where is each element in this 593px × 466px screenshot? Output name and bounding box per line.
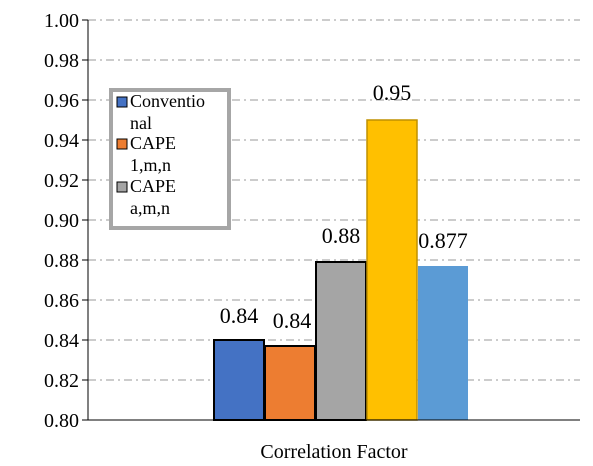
bar-1 <box>213 339 265 421</box>
y-tick-label: 0.98 <box>44 50 79 72</box>
x-axis-label: Correlation Factor <box>260 441 408 463</box>
y-tick-label: 0.94 <box>44 130 79 152</box>
y-tick-label: 0.90 <box>44 210 79 232</box>
legend-label: a,m,n <box>130 198 170 218</box>
data-label: 0.88 <box>322 223 361 248</box>
legend-label: 1,m,n <box>130 155 171 175</box>
y-tick-label: 0.84 <box>44 330 79 352</box>
data-label: 0.84 <box>273 308 312 333</box>
y-tick-label: 0.80 <box>44 410 79 432</box>
y-tick-label: 0.82 <box>44 370 79 392</box>
legend-label: Conventio <box>130 91 205 111</box>
y-axis-ticks: 0.80 0.82 0.84 0.86 0.88 0.90 0.92 0.94 0.96 0.98… <box>44 10 88 432</box>
bar-5 <box>418 266 468 420</box>
y-tick-label: 0.86 <box>44 290 79 312</box>
bar-3 <box>315 261 367 421</box>
legend-swatch <box>116 96 128 108</box>
legend-swatch <box>116 181 128 193</box>
data-labels: 0.84 0.84 0.88 0.95 0.877 <box>220 80 468 333</box>
legend-swatch <box>116 138 128 150</box>
legend-box <box>109 88 231 230</box>
y-tick-label: 1.00 <box>44 10 79 32</box>
data-label: 0.84 <box>220 303 259 328</box>
bar-2 <box>264 345 316 421</box>
y-tick-label: 0.92 <box>44 170 79 192</box>
legend-label: CAPE <box>130 176 176 196</box>
legend-label: nal <box>130 113 152 133</box>
bars <box>213 119 468 421</box>
bar-4 <box>366 119 418 421</box>
y-tick-label: 0.88 <box>44 250 79 272</box>
legend-label: CAPE <box>130 133 176 153</box>
data-label: 0.95 <box>373 80 412 105</box>
data-label: 0.877 <box>418 228 468 253</box>
y-tick-label: 0.96 <box>44 90 79 112</box>
